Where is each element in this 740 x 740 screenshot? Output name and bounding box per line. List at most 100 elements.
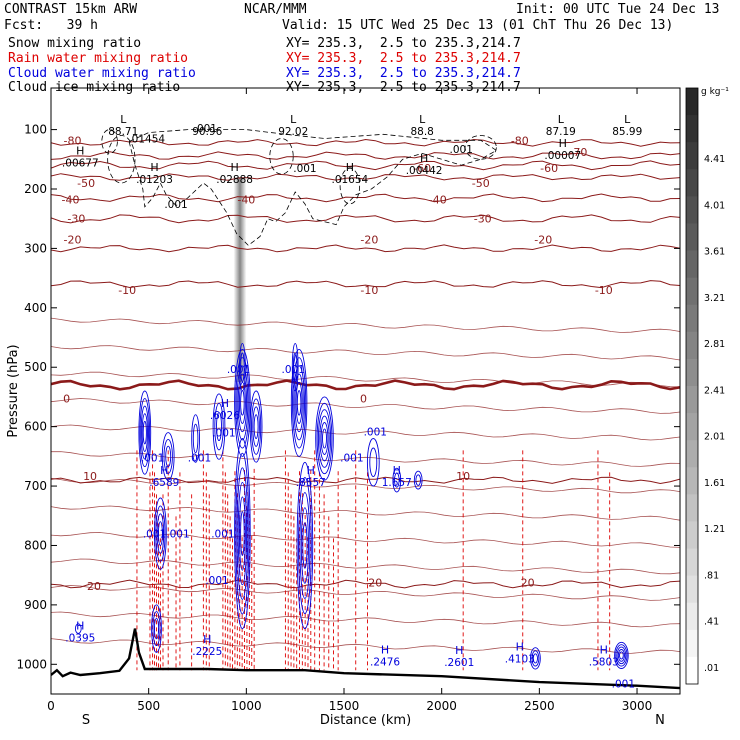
x-tick-label: 1500 (329, 699, 360, 713)
axes: 0 500 1000 1500 2000 2500 30001002003004005006… (6, 87, 681, 728)
colorbar-step (686, 413, 698, 441)
cloud-water-contour (394, 472, 400, 488)
colorbar-unit: g kg⁻¹ (701, 87, 729, 97)
cloud-water-contour (298, 476, 312, 615)
cloud-water-contour (366, 438, 380, 487)
extremum-value: .001 (188, 453, 211, 465)
colorbar-step (686, 548, 698, 577)
isotherm-label: 0 (360, 393, 367, 406)
colorbar-step (686, 196, 698, 224)
cloud-water-contour (290, 348, 308, 457)
extremum-marker: L (120, 113, 127, 126)
cloud-water-contour (240, 352, 245, 382)
cloud-water-contour (532, 653, 538, 664)
extremum-value: .2476 (370, 656, 400, 668)
ice-shading-layer (233, 177, 247, 383)
y-axis-label: Pressure (hPa) (6, 344, 21, 437)
cloud-water-contours (74, 342, 629, 670)
isotherm-line (51, 193, 680, 203)
cloud-water-contour (253, 414, 259, 439)
extremum-value: .00677 (62, 157, 99, 169)
extremum-value: .2225 (192, 646, 222, 658)
cloud-water-contour (531, 650, 540, 667)
cloud-water-contour (214, 402, 224, 451)
extremum-value: .001 (227, 364, 250, 376)
colorbar-step (686, 142, 698, 170)
colorbar-step (686, 629, 698, 658)
colorbar-step (686, 358, 698, 387)
extremum-value: .001 (212, 428, 235, 440)
extremum-marker: H (76, 620, 84, 633)
extremum-value: .01203 (136, 174, 173, 186)
extremum-value: .001 (211, 529, 234, 541)
cloud-water-contour (293, 365, 305, 441)
cloud-water-contour (413, 470, 423, 490)
isotherm-label: 20 (87, 580, 101, 593)
extremum-marker: H (76, 144, 84, 157)
extremum-value: .4103 (505, 653, 535, 665)
cloud-water-contour (156, 513, 165, 554)
cloud-water-contour (249, 390, 263, 463)
extremum-value: .6026 (210, 410, 240, 422)
chart-title: CONTRAST 15km ARW (4, 2, 138, 17)
extremum-value: 92.02 (278, 126, 308, 138)
colorbar-label: 2.41 (704, 385, 725, 396)
isotherm-label: -50 (472, 177, 490, 190)
cloud-ice-contour (269, 138, 294, 175)
isotherm-line (51, 476, 680, 485)
extremum-value: .8557 (296, 477, 326, 489)
extremum-value: 90.96 (192, 126, 222, 138)
extremum-value: 87.19 (546, 126, 576, 138)
cloud-ice-contour (107, 135, 136, 184)
y-tick-label: 500 (24, 360, 47, 374)
isotherm-line (51, 398, 680, 414)
cloud-water-contour (142, 420, 147, 445)
cloud-water-contour (299, 492, 311, 599)
colorbar-label: .41 (704, 617, 719, 628)
cloud-ice-contour (339, 167, 361, 205)
y-tick-label: 400 (24, 301, 47, 315)
isotherm-label: -50 (77, 177, 95, 190)
colorbar-step (686, 277, 698, 306)
extremum-value: 85.99 (612, 126, 642, 138)
colorbar-label: 1.21 (704, 524, 725, 535)
cloud-water-contour (152, 611, 161, 647)
extremum-marker: L (419, 113, 426, 126)
colorbar-step (686, 575, 698, 604)
cloud-water-contour (165, 445, 172, 468)
valid-time: Valid: 15 UTC Wed 25 Dec 13 (01 ChT Thu … (282, 18, 674, 33)
cloud-water-contour (153, 617, 160, 640)
cloud-water-contour (315, 396, 334, 481)
cloud-water-contour (530, 647, 541, 670)
colorbar-label: .81 (704, 570, 719, 581)
colorbar-step (686, 602, 698, 631)
cloud-ice-contour (464, 135, 497, 160)
colorbar-step (686, 304, 698, 333)
colorbar-step (686, 656, 698, 685)
extremum-value: .01454 (128, 134, 165, 146)
colorbar-label: .01 (704, 663, 719, 674)
extremum-value: .2601 (444, 657, 474, 669)
cloud-water-contour (140, 405, 149, 460)
extremum-value: .01654 (331, 174, 368, 186)
cloud-water-contour (212, 393, 226, 460)
extremum-value: .001 (194, 123, 217, 135)
cloud-water-contour (237, 373, 248, 433)
extremum-marker: H (600, 643, 608, 656)
colorbar-label: 1.61 (704, 478, 725, 489)
extremum-value: .001 (450, 144, 473, 156)
cloud-water-contour (151, 604, 162, 653)
cloud-water-contour (192, 423, 199, 454)
x-tick-label: 3000 (622, 699, 653, 713)
rain-contours (136, 450, 611, 671)
cloud-water-contour (236, 365, 249, 441)
isotherm-label: -40 (429, 194, 447, 207)
extremum-value: .001 (205, 575, 228, 587)
x-tick-label: 2000 (426, 699, 457, 713)
y-tick-label: 600 (24, 420, 47, 434)
contour-labels: -80 -80 -70 -60 -60 -50 -50 -40 -40 -40 -30 -30 -20 -… (62, 113, 643, 691)
cloud-water-contour (154, 497, 167, 570)
legend-field-name: Snow mixing ratio (8, 36, 142, 51)
colorbar-label: 4.41 (704, 154, 725, 165)
extremum-marker: H (230, 161, 238, 174)
